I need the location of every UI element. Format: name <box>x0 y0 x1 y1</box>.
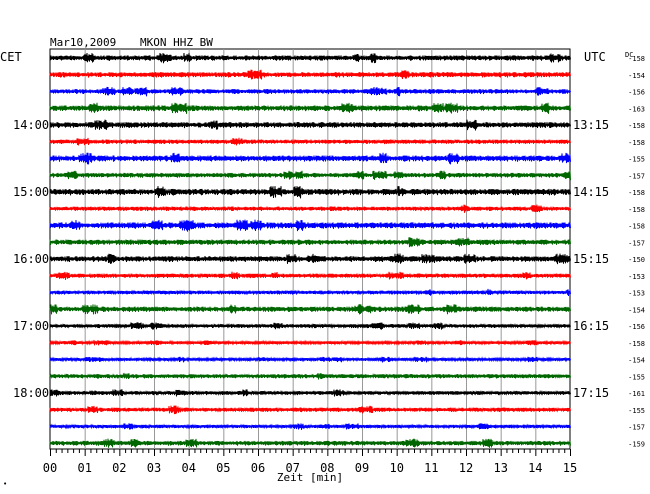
dc-offset-label: -161 <box>628 390 645 398</box>
dc-offset-label: -157 <box>628 239 645 247</box>
dc-offset-label: -155 <box>628 156 645 164</box>
dc-offset-label: -158 <box>628 223 645 231</box>
right-timezone-label: UTC <box>584 50 606 64</box>
x-tick-label: 11 <box>424 461 438 475</box>
dc-offset-label: -154 <box>628 72 645 80</box>
left-hour-label: 18:00 <box>13 386 49 400</box>
seismic-trace-10 <box>49 204 571 213</box>
left-hour-label: 14:00 <box>13 118 49 132</box>
x-axis-label: Zeit [min] <box>277 471 343 484</box>
dc-offset-label: -158 <box>628 206 645 214</box>
right-hour-label: 17:15 <box>573 386 609 400</box>
x-tick-label: 09 <box>355 461 369 475</box>
x-tick-label: 12 <box>459 461 473 475</box>
seismic-trace-5 <box>49 119 571 131</box>
dc-offset-label: -153 <box>628 273 645 281</box>
seismic-trace-16 <box>49 304 571 315</box>
x-tick-label: 15 <box>563 461 577 475</box>
dc-offset-label: -155 <box>628 373 645 381</box>
x-tick-label: 06 <box>251 461 265 475</box>
seismic-trace-23 <box>49 423 571 430</box>
seismic-trace-1 <box>49 52 571 64</box>
header-station: MKON HHZ BW <box>140 36 213 49</box>
x-tick-label: 08 <box>320 461 334 475</box>
x-tick-label: 00 <box>43 461 57 475</box>
right-hour-label: 13:15 <box>573 118 609 132</box>
seismic-trace-15 <box>49 288 571 297</box>
dc-offset-label: -150 <box>628 256 645 264</box>
seismic-trace-21 <box>49 389 571 397</box>
dc-header-label: DC <box>625 51 633 59</box>
dc-offset-label: -158 <box>628 139 645 147</box>
x-tick-label: 04 <box>181 461 195 475</box>
seismic-trace-22 <box>49 405 571 415</box>
left-hour-label: 15:00 <box>13 185 49 199</box>
right-hour-label: 16:15 <box>573 319 609 333</box>
footnote-mark: • <box>3 480 7 488</box>
dc-offset-label: -158 <box>628 340 645 348</box>
seismic-trace-20 <box>49 372 571 380</box>
seismic-trace-7 <box>49 152 571 165</box>
seismic-trace-12 <box>49 237 571 248</box>
dc-offset-label: -158 <box>628 189 645 197</box>
x-tick-label: 05 <box>216 461 230 475</box>
seismic-trace-4 <box>49 102 571 114</box>
seismic-trace-6 <box>49 137 571 146</box>
x-tick-label: 10 <box>389 461 403 475</box>
header-date: Mar10,2009 <box>50 36 116 49</box>
x-tick-label: 01 <box>77 461 91 475</box>
dc-offset-label: -154 <box>628 306 645 314</box>
dc-offset-label: -153 <box>628 290 645 298</box>
seismic-trace-17 <box>49 322 571 330</box>
x-tick-label: 14 <box>528 461 542 475</box>
seismic-trace-3 <box>49 86 571 97</box>
seismic-trace-14 <box>49 271 571 280</box>
dc-offset-label: -157 <box>628 172 645 180</box>
dc-offset-label: -157 <box>628 424 645 432</box>
seismic-trace-9 <box>49 186 571 199</box>
x-tick-label: 02 <box>112 461 126 475</box>
right-hour-label: 15:15 <box>573 252 609 266</box>
left-timezone-label: CET <box>0 50 22 64</box>
x-tick-label: 03 <box>147 461 161 475</box>
dc-offset-label: -158 <box>628 122 645 130</box>
dc-offset-label: -154 <box>628 357 645 365</box>
dc-offset-label: -158 <box>628 55 645 63</box>
seismic-trace-2 <box>49 69 571 80</box>
dc-offset-label: -163 <box>628 105 645 113</box>
seismic-trace-8 <box>49 170 571 181</box>
left-hour-label: 17:00 <box>13 319 49 333</box>
dc-offset-label: -156 <box>628 89 645 97</box>
x-tick-label: 07 <box>285 461 299 475</box>
left-hour-label: 16:00 <box>13 252 49 266</box>
seismic-trace-18 <box>49 339 571 346</box>
dc-offset-label: -159 <box>628 440 645 448</box>
x-tick-label: 13 <box>493 461 507 475</box>
seismic-trace-11 <box>49 219 571 232</box>
dc-offset-label: -155 <box>628 407 645 415</box>
dc-offset-label: -156 <box>628 323 645 331</box>
seismic-trace-13 <box>49 253 571 265</box>
seismic-trace-24 <box>49 438 571 448</box>
seismic-trace-19 <box>49 356 571 363</box>
right-hour-label: 14:15 <box>573 185 609 199</box>
